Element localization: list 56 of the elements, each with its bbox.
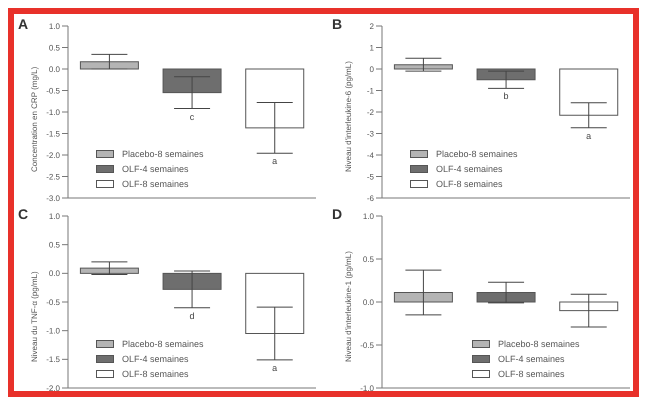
legend-label: Placebo-8 semaines [122, 149, 204, 159]
y-tick-label: 2 [370, 22, 375, 31]
y-tick-label: -1.0 [46, 108, 61, 117]
y-tick-label: -3.0 [46, 194, 61, 203]
legend-label: Placebo-8 semaines [122, 339, 204, 349]
annotation: d [188, 310, 196, 322]
y-tick-label: -3 [366, 129, 375, 138]
annotation: a [271, 155, 278, 168]
y-tick-label: 0 [370, 64, 375, 74]
y-axis-title: Concentration en CRP (mg/L) [30, 66, 39, 172]
legend-label: OLF-4 semaines [498, 354, 565, 364]
chart-title: B [332, 16, 342, 32]
y-axis-title: Niveau d'interleukine-6 (pg/mL) [344, 60, 353, 172]
chart-title: D [332, 206, 342, 222]
legend-label: OLF-8 semaines [498, 369, 565, 379]
legend-label: Placebo-8 semaines [498, 339, 580, 349]
y-tick-label: 0.5 [362, 254, 375, 264]
annotation: a [271, 362, 278, 374]
y-axis-title: Niveau d'interleukine-1 (pg/mL) [344, 250, 353, 362]
y-tick-label: 0.0 [48, 269, 61, 278]
y-tick-label: -4 [366, 150, 375, 160]
legend-label: OLF-4 semaines [122, 164, 189, 174]
y-tick-label: -0.5 [46, 298, 61, 307]
annotation: c [188, 110, 196, 123]
legend-label: OLF-8 semaines [122, 179, 189, 189]
y-tick-label: -2.0 [46, 150, 61, 160]
chart-title: C [18, 206, 28, 222]
legend-label: OLF-8 semaines [122, 369, 189, 379]
y-tick-label: -5 [366, 172, 375, 182]
legend-label: OLF-4 semaines [122, 354, 189, 364]
chart-title: A [18, 16, 28, 32]
y-tick-label: -6 [366, 194, 375, 203]
y-tick-label: -1.0 [46, 326, 61, 336]
annotation: a [585, 130, 592, 142]
y-tick-label: 1.0 [48, 22, 61, 31]
annotation: b [502, 90, 510, 102]
y-tick-label: 0.0 [48, 64, 61, 74]
y-tick-label: 0.5 [48, 43, 61, 52]
y-tick-label: -0.5 [360, 340, 375, 350]
y-tick-label: -1.0 [360, 384, 375, 393]
legend-label: OLF-4 semaines [436, 164, 503, 174]
y-tick-label: -2.0 [46, 384, 61, 393]
y-tick-label: -1.5 [46, 355, 61, 364]
y-tick-label: -2 [366, 108, 375, 117]
legend-label: Placebo-8 semaines [436, 149, 518, 159]
y-tick-label: -1 [366, 86, 375, 96]
y-tick-label: 1.0 [362, 212, 375, 221]
y-tick-label: 0.0 [362, 298, 375, 307]
y-tick-label: -0.5 [46, 86, 61, 96]
y-tick-label: -2.5 [46, 172, 61, 182]
y-axis-title: Niveau du TNF-α (pg/mL) [30, 270, 39, 362]
y-tick-label: 0.5 [48, 240, 61, 250]
y-tick-label: 1.0 [48, 212, 61, 221]
y-tick-label: -1.5 [46, 129, 61, 138]
y-tick-label: 1 [370, 43, 375, 52]
legend-label: OLF-8 semaines [436, 179, 503, 189]
